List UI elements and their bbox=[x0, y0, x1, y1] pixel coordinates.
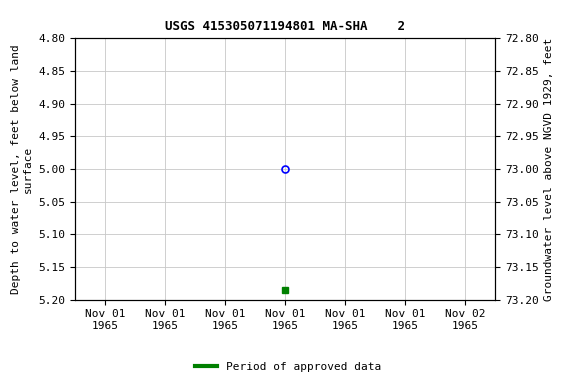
Legend: Period of approved data: Period of approved data bbox=[191, 358, 385, 377]
Y-axis label: Groundwater level above NGVD 1929, feet: Groundwater level above NGVD 1929, feet bbox=[544, 37, 554, 301]
Y-axis label: Depth to water level, feet below land
surface: Depth to water level, feet below land su… bbox=[11, 44, 33, 294]
Title: USGS 415305071194801 MA-SHA    2: USGS 415305071194801 MA-SHA 2 bbox=[165, 20, 405, 33]
